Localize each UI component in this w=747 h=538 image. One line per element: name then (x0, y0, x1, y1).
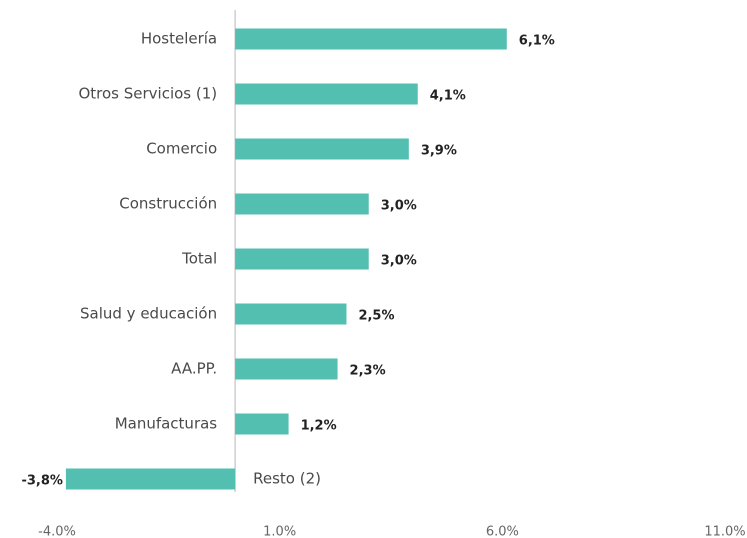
value-label: 3,9% (421, 144, 457, 159)
value-label: 1,2% (301, 419, 337, 434)
bar (235, 83, 418, 105)
value-label: 2,5% (358, 309, 394, 324)
category-label: Comercio (146, 140, 217, 158)
value-label: 2,3% (350, 364, 386, 379)
x-tick-label: 1.0% (263, 525, 296, 538)
category-label: Otros Servicios (1) (78, 85, 217, 103)
bar (235, 248, 369, 270)
category-label: Hostelería (141, 30, 217, 48)
category-label: Salud y educación (80, 305, 217, 323)
bar (235, 303, 347, 325)
value-label: 3,0% (381, 254, 417, 269)
x-tick-label: -4.0% (38, 525, 76, 538)
value-label: 6,1% (519, 34, 555, 49)
bar (235, 358, 338, 380)
category-label: Total (181, 250, 217, 268)
category-label: Resto (2) (253, 470, 321, 488)
value-label: 3,0% (381, 199, 417, 214)
value-label: -3,8% (21, 474, 62, 489)
bar (235, 28, 507, 50)
category-label: Construcción (119, 195, 217, 213)
value-label: 4,1% (430, 89, 466, 104)
bar (235, 193, 369, 215)
category-label: AA.PP. (171, 360, 217, 378)
bar (235, 413, 289, 435)
category-label: Manufacturas (115, 415, 218, 433)
x-tick-label: 11.0% (704, 525, 745, 538)
bar (65, 468, 236, 490)
bar (235, 138, 409, 160)
x-tick-label: 6.0% (486, 525, 519, 538)
